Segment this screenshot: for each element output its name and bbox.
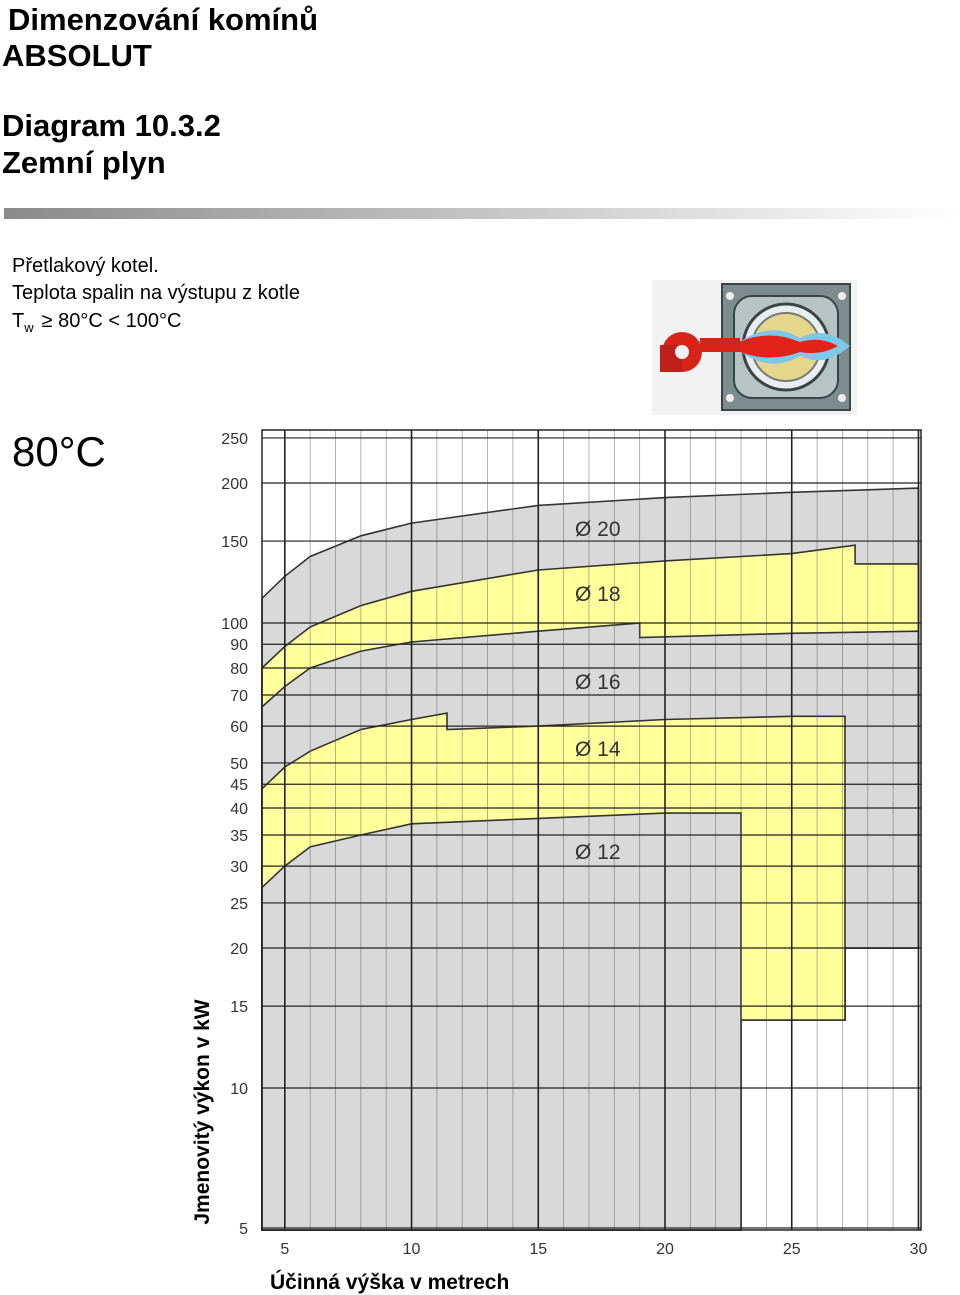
description: Teplota spalin na výstupu z kotle — [12, 282, 300, 304]
diameter-label: Ø 20 — [575, 518, 621, 541]
title: Dimenzování komínů — [8, 2, 318, 37]
y-tick-label: 70 — [230, 688, 248, 705]
y-tick-label: 5 — [239, 1221, 248, 1238]
y-tick-label: 10 — [230, 1081, 248, 1098]
y-tick-label: 40 — [230, 801, 248, 818]
x-tick-label: 30 — [910, 1241, 928, 1258]
y-tick-label: 150 — [221, 534, 248, 551]
y-tick-label: 100 — [221, 616, 248, 633]
x-tick-label: 10 — [403, 1241, 421, 1258]
diameter-label: Ø 16 — [575, 671, 621, 694]
x-tick-label: 15 — [529, 1241, 547, 1258]
fuel: Zemní plyn — [2, 145, 166, 180]
divider — [4, 208, 958, 219]
y-tick-label: 25 — [230, 896, 248, 913]
description: Přetlakový kotel. — [12, 255, 159, 277]
x-axis-label: Účinná výška v metrech — [270, 1270, 509, 1294]
title: ABSOLUT — [2, 38, 152, 73]
y-tick-label: 90 — [230, 637, 248, 654]
y-tick-label: 50 — [230, 756, 248, 773]
x-tick-label: 20 — [656, 1241, 674, 1258]
y-axis-label: Jmenovitý výkon v kW — [191, 999, 214, 1224]
diameter-label: Ø 12 — [575, 841, 621, 864]
x-tick-label: 5 — [280, 1241, 289, 1258]
y-tick-label: 80 — [230, 661, 248, 678]
symbol: T — [12, 310, 24, 332]
y-tick-label: 20 — [230, 941, 248, 958]
region — [261, 812, 742, 1231]
condition-text: ≥ 80°C < 100°C — [42, 310, 182, 332]
x-tick-label: 25 — [783, 1241, 801, 1258]
diameter-label: Ø 14 — [575, 738, 621, 761]
y-tick-label: 15 — [230, 999, 248, 1016]
y-tick-label: 35 — [230, 828, 248, 845]
plot-frame — [261, 429, 922, 1231]
y-tick-label: 250 — [221, 431, 248, 448]
condition: Tw ≥ 80°C < 100°C — [12, 310, 181, 335]
subscript: w — [23, 320, 34, 335]
boiler-icon — [652, 280, 857, 415]
chart: 5 10 15 20 25 30 5 10 15 20 25 30 35 40 45 50 60 70 80 90 10… — [221, 429, 928, 1258]
diagram-number: Diagram 10.3.2 — [2, 108, 221, 143]
y-tick-label: 30 — [230, 859, 248, 876]
y-tick-label: 200 — [221, 476, 248, 493]
y-tick-label: 60 — [230, 719, 248, 736]
diameter-label: Ø 18 — [575, 583, 621, 606]
temperature: 80°C — [12, 428, 106, 475]
y-tick-label: 45 — [230, 777, 248, 794]
